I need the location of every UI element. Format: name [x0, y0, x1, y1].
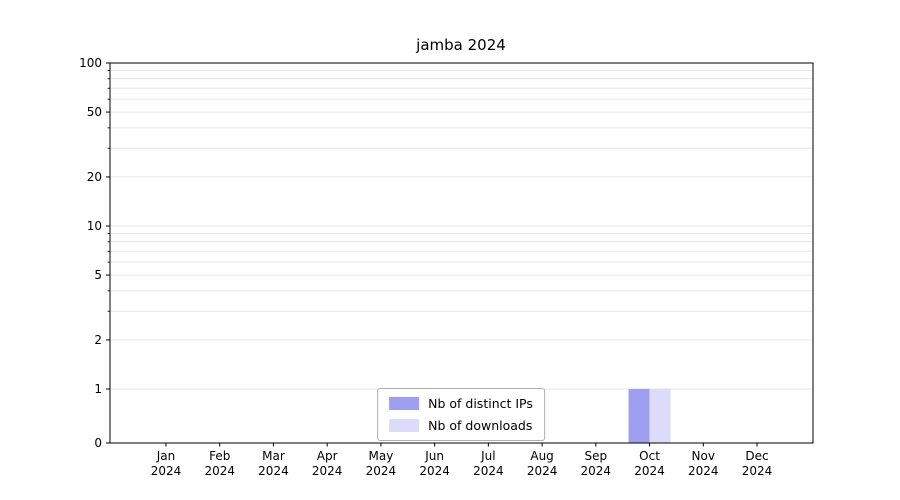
x-tick-label-month: Mar — [262, 449, 285, 463]
chart-title: jamba 2024 — [416, 36, 506, 54]
y-tick-label: 0 — [94, 436, 102, 450]
x-tick-label-month: Apr — [317, 449, 338, 463]
y-tick-label: 20 — [87, 170, 102, 184]
x-tick-label-year: 2024 — [634, 464, 665, 478]
x-tick-label-year: 2024 — [581, 464, 612, 478]
y-tick-label: 2 — [94, 333, 102, 347]
x-tick-label-month: Dec — [745, 449, 768, 463]
legend-label-distinct-ips: Nb of distinct IPs — [428, 396, 533, 411]
x-tick-label-month: Jul — [480, 449, 495, 463]
bar-nb-of-downloads — [649, 389, 671, 443]
x-tick-label-month: Jan — [156, 449, 176, 463]
y-tick-label: 100 — [79, 56, 102, 70]
y-tick-label: 5 — [94, 268, 102, 282]
x-tick-label-month: Nov — [692, 449, 715, 463]
x-tick-label-month: Jun — [424, 449, 444, 463]
legend-item-downloads: Nb of downloads — [389, 418, 533, 433]
legend-swatch-downloads — [389, 419, 420, 432]
x-tick-label-year: 2024 — [258, 464, 289, 478]
axis-border — [109, 62, 814, 444]
x-tick-label-year: 2024 — [742, 464, 773, 478]
x-tick-label-year: 2024 — [151, 464, 182, 478]
x-tick-label-year: 2024 — [688, 464, 719, 478]
legend-swatch-distinct-ips — [389, 397, 420, 410]
x-tick-label-year: 2024 — [312, 464, 343, 478]
y-tick-label: 50 — [87, 105, 102, 119]
y-tick-label: 1 — [94, 382, 102, 396]
x-tick-label-year: 2024 — [473, 464, 504, 478]
legend-item-distinct-ips: Nb of distinct IPs — [389, 396, 533, 411]
x-tick-label-month: Aug — [530, 449, 553, 463]
x-tick-label-month: Oct — [639, 449, 660, 463]
legend: Nb of distinct IPs Nb of downloads — [377, 388, 545, 441]
x-tick-label-year: 2024 — [419, 464, 450, 478]
x-tick-label-year: 2024 — [204, 464, 235, 478]
x-tick-label-month: Feb — [209, 449, 230, 463]
x-tick-label-year: 2024 — [527, 464, 558, 478]
x-tick-label-month: Sep — [585, 449, 608, 463]
y-tick-label: 10 — [87, 219, 102, 233]
legend-label-downloads: Nb of downloads — [428, 418, 533, 433]
x-tick-label-month: May — [369, 449, 394, 463]
bar-nb-of-distinct-ips — [628, 389, 650, 443]
x-tick-label-year: 2024 — [366, 464, 397, 478]
